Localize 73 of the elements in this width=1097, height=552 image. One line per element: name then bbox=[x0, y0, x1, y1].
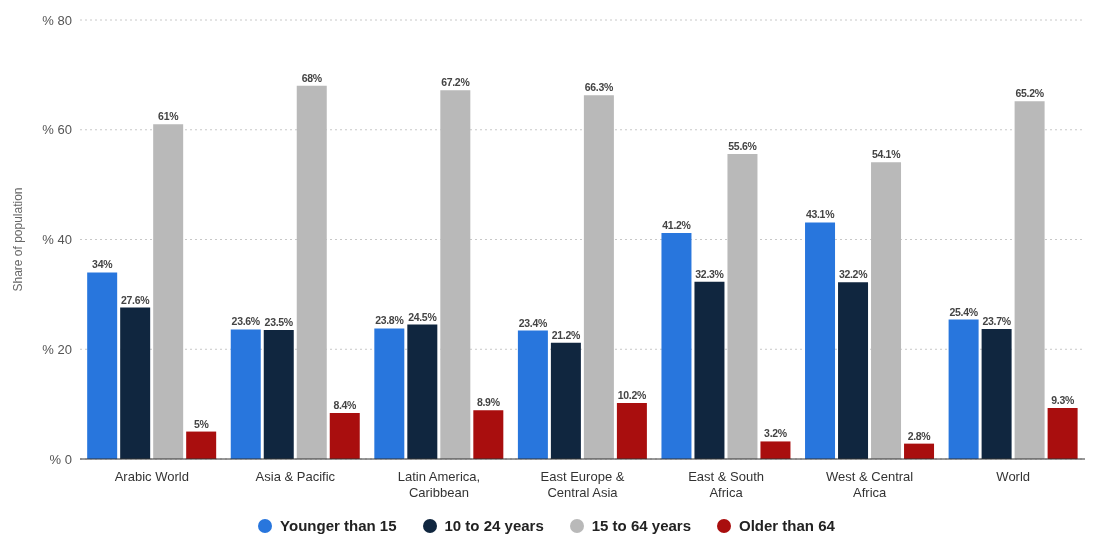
y-tick-label: % 20 bbox=[42, 341, 72, 357]
data-label: 55.6% bbox=[728, 139, 758, 152]
bar bbox=[805, 222, 836, 459]
bar bbox=[87, 272, 118, 459]
bar bbox=[374, 328, 405, 459]
data-label: 8.9% bbox=[476, 396, 501, 409]
data-label: 66.3% bbox=[584, 81, 614, 94]
bar bbox=[694, 281, 725, 459]
bar bbox=[616, 403, 647, 459]
data-label: 61% bbox=[158, 110, 180, 123]
data-label: 34% bbox=[92, 258, 114, 271]
bar bbox=[550, 342, 581, 459]
x-tick-label: Asia & Pacific bbox=[255, 469, 336, 484]
bar bbox=[473, 410, 504, 459]
bar bbox=[153, 124, 184, 459]
bar bbox=[230, 329, 261, 459]
data-label: 54.1% bbox=[871, 148, 902, 161]
y-axis-title: Share of population bbox=[11, 187, 26, 292]
bar bbox=[329, 412, 360, 459]
data-label: 23.6% bbox=[231, 315, 261, 328]
data-label: 23.7% bbox=[982, 314, 1012, 327]
data-label: 23.5% bbox=[264, 316, 294, 329]
legend-label: 15 to 64 years bbox=[591, 517, 692, 534]
bar bbox=[263, 330, 294, 459]
data-label: 25.4% bbox=[949, 305, 979, 318]
data-label: 24.5% bbox=[408, 310, 438, 323]
data-label: 21.2% bbox=[551, 328, 581, 341]
x-tick-label: West & Central Africa bbox=[826, 469, 914, 500]
bar bbox=[661, 232, 692, 459]
bar bbox=[948, 319, 979, 459]
data-label: 10.2% bbox=[617, 389, 647, 402]
x-tick-label: Latin America, Caribbean bbox=[397, 469, 481, 500]
bar bbox=[296, 85, 327, 459]
y-tick-label: % 40 bbox=[42, 232, 72, 248]
data-label: 8.4% bbox=[333, 398, 358, 411]
bar bbox=[760, 441, 791, 459]
legend-label: Older than 64 bbox=[739, 517, 835, 534]
x-tick-label: East Europe & Central Asia bbox=[540, 469, 625, 500]
data-label: 68% bbox=[301, 71, 323, 84]
bar bbox=[727, 153, 758, 459]
data-label: 9.3% bbox=[1051, 393, 1075, 406]
bar bbox=[120, 307, 151, 459]
data-label: 65.2% bbox=[1015, 87, 1045, 100]
data-label: 5% bbox=[193, 417, 210, 430]
bar bbox=[1047, 407, 1078, 459]
y-tick-label: % 60 bbox=[42, 122, 72, 138]
data-label: 32.3% bbox=[695, 267, 725, 280]
legend-label: Younger than 15 bbox=[280, 517, 397, 534]
data-label: 41.2% bbox=[662, 218, 692, 231]
data-label: 23.8% bbox=[375, 314, 405, 327]
x-tick-label: World bbox=[996, 469, 1031, 484]
data-label: 27.6% bbox=[121, 293, 151, 306]
bar bbox=[838, 282, 869, 459]
bar bbox=[1014, 101, 1045, 459]
data-label: 2.8% bbox=[907, 429, 932, 442]
bar bbox=[981, 328, 1012, 459]
y-tick-label: % 0 bbox=[49, 451, 72, 467]
bar bbox=[440, 90, 471, 459]
data-label: 3.2% bbox=[764, 427, 788, 440]
bar bbox=[407, 324, 438, 459]
bar bbox=[583, 95, 614, 459]
bar bbox=[904, 443, 935, 459]
bar bbox=[517, 330, 548, 459]
bar bbox=[186, 431, 217, 459]
data-label: 32.2% bbox=[838, 268, 869, 281]
bar bbox=[871, 162, 902, 459]
data-label: 23.4% bbox=[518, 316, 548, 329]
y-tick-label: % 80 bbox=[42, 12, 72, 28]
data-label: 67.2% bbox=[441, 76, 471, 89]
x-tick-label: Arabic World bbox=[114, 469, 189, 484]
legend-label: 10 to 24 years bbox=[444, 517, 544, 534]
data-label: 43.1% bbox=[805, 208, 836, 221]
x-tick-label: East & South Africa bbox=[688, 469, 765, 500]
